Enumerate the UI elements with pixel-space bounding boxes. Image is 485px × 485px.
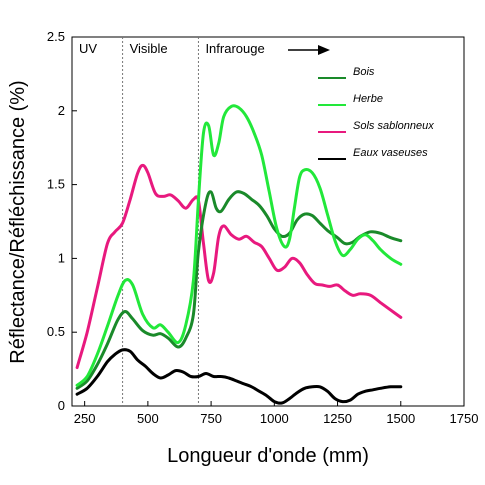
region-label-2: Infrarouge xyxy=(205,41,264,56)
y-tick-label-2: 1 xyxy=(58,250,65,265)
plot-area xyxy=(71,36,465,407)
legend-label-0: Bois xyxy=(353,66,375,78)
series-line-eaux-vaseuses xyxy=(75,348,403,405)
region-labels: UV Visible Infrarouge xyxy=(79,41,265,56)
region-label-1: Visible xyxy=(130,41,168,56)
infrared-arrow-icon xyxy=(288,45,330,55)
x-axis-title: Longueur d'onde (mm) xyxy=(167,445,369,467)
legend: Bois Herbe Sols sablonneux Eaux vaseuses xyxy=(318,66,434,160)
legend-label-3: Eaux vaseuses xyxy=(353,147,428,159)
x-tick-label-5: 1500 xyxy=(386,411,415,426)
x-tick-label-1: 500 xyxy=(137,411,159,426)
x-tick-label-6: 1750 xyxy=(450,411,479,426)
legend-label-2: Sols sablonneux xyxy=(353,120,434,132)
x-tick-label-0: 250 xyxy=(74,411,96,426)
x-axis-ticks: 250 500 750 1000 1250 1500 1750 xyxy=(74,401,479,426)
series-line-herbe xyxy=(75,104,403,387)
legend-label-1: Herbe xyxy=(353,93,383,105)
series-line-bois xyxy=(75,190,403,390)
y-axis-ticks: 0 0.5 1 1.5 2 2.5 xyxy=(47,29,77,413)
y-tick-label-0: 0 xyxy=(58,398,65,413)
x-tick-label-2: 750 xyxy=(200,411,222,426)
y-tick-label-3: 1.5 xyxy=(47,177,65,192)
y-tick-label-1: 0.5 xyxy=(47,324,65,339)
series-line-sols-sablonneux xyxy=(75,163,403,370)
y-tick-label-4: 2 xyxy=(58,103,65,118)
series-lines xyxy=(75,104,403,405)
y-tick-label-5: 2.5 xyxy=(47,29,65,44)
y-axis-title: Réflectance/Réfléchissance (%) xyxy=(7,80,29,363)
x-tick-label-3: 1000 xyxy=(260,411,289,426)
region-label-0: UV xyxy=(79,41,97,56)
x-tick-label-4: 1250 xyxy=(323,411,352,426)
